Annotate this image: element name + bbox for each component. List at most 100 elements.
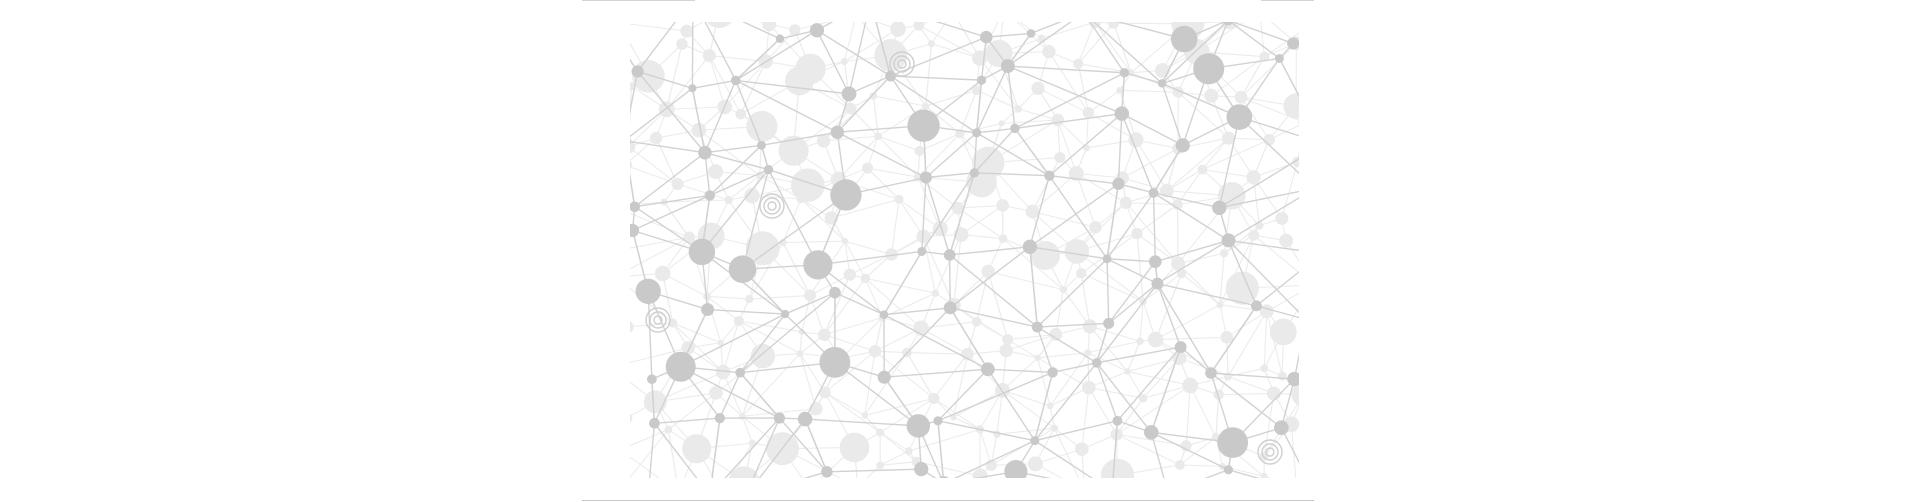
mesh-edge — [1077, 22, 1096, 64]
mesh-edge — [986, 32, 1032, 38]
faint-node — [746, 110, 778, 143]
mesh-edge — [996, 427, 1055, 435]
mesh-edge — [654, 417, 720, 424]
mesh-edge — [823, 108, 852, 142]
mesh-edge — [890, 199, 900, 255]
mesh-edge — [1219, 190, 1299, 209]
mesh-edge — [667, 429, 677, 478]
network-node — [1212, 200, 1227, 215]
faint-node — [922, 102, 930, 110]
faint-node — [890, 22, 906, 37]
mesh-edge — [1270, 22, 1297, 44]
network-node — [756, 140, 766, 150]
network-node — [885, 70, 896, 82]
network-node — [735, 367, 746, 378]
faint-node — [676, 38, 688, 50]
mesh-edge — [844, 28, 899, 62]
mesh-edge — [864, 351, 876, 416]
mesh-edge — [630, 236, 690, 249]
faint-node — [1263, 133, 1275, 146]
mesh-edge — [953, 440, 1036, 478]
faint-node — [1089, 221, 1102, 234]
mesh-edge — [1179, 436, 1217, 466]
mesh-edge — [883, 314, 989, 370]
mesh-edge — [799, 331, 803, 354]
network-node — [1112, 177, 1125, 190]
faint-node — [1042, 45, 1056, 59]
network-node — [1193, 53, 1225, 85]
mesh-edge — [1106, 258, 1110, 324]
mesh-edge — [1210, 95, 1229, 139]
mesh-edge — [1156, 283, 1212, 374]
mesh-edge — [1266, 292, 1299, 312]
mesh-edge — [816, 29, 850, 95]
mesh-edge — [761, 131, 838, 146]
mesh-edge — [630, 273, 663, 277]
faint-node — [1054, 152, 1066, 164]
network-node — [980, 30, 993, 44]
faint-node — [708, 164, 724, 180]
mesh-edge — [834, 361, 919, 427]
mesh-edge — [879, 432, 910, 452]
mesh-edge — [959, 90, 977, 134]
faint-node — [649, 131, 663, 145]
faint-node — [1075, 442, 1089, 456]
mesh-edge — [1001, 119, 1058, 125]
faint-node — [894, 194, 904, 204]
network-node — [728, 255, 757, 284]
faint-node — [840, 57, 848, 66]
mesh-edge — [800, 198, 846, 242]
mesh-edge — [1016, 22, 1050, 53]
mesh-edge — [890, 75, 982, 81]
mesh-edge — [979, 22, 999, 59]
faint-node — [927, 40, 936, 48]
faint-node — [1248, 229, 1260, 241]
faint-node — [745, 231, 780, 266]
mesh-edge — [1240, 96, 1270, 141]
mesh-edge — [1049, 352, 1089, 407]
network-node — [980, 362, 995, 377]
mesh-edge — [1181, 273, 1221, 306]
network-node — [1157, 79, 1167, 88]
faint-node — [1084, 349, 1092, 357]
mesh-edge — [949, 246, 1031, 309]
faint-node — [1266, 386, 1281, 401]
mesh-edge — [1032, 211, 1096, 228]
mesh-edge — [1260, 22, 1265, 57]
network-node — [829, 286, 841, 299]
mesh-edge — [1218, 116, 1241, 208]
mesh-edge — [1002, 389, 1055, 429]
mesh-edge — [735, 79, 850, 95]
mesh-edge — [933, 397, 981, 430]
mesh-edge — [805, 418, 919, 427]
network-node — [1274, 54, 1284, 63]
mesh-edge — [867, 136, 879, 169]
mesh-edge — [925, 132, 978, 179]
mesh-edge — [979, 390, 1003, 430]
mesh-edge — [1037, 357, 1051, 407]
mesh-edge — [782, 242, 811, 296]
network-node — [841, 86, 857, 102]
mesh-edge — [921, 321, 977, 329]
mesh-edge — [931, 22, 947, 45]
mesh-edge — [883, 251, 923, 316]
mesh-edge — [1202, 139, 1270, 171]
mesh-edge — [707, 308, 786, 315]
faint-node — [1082, 106, 1095, 119]
faint-node — [748, 439, 757, 447]
mesh-edge — [925, 177, 951, 256]
network-node — [877, 370, 891, 384]
faint-node — [630, 160, 632, 170]
network-node — [1175, 138, 1190, 153]
faint-node — [717, 339, 724, 346]
network-illustration — [630, 22, 1299, 478]
network-node — [938, 476, 949, 478]
mesh-edge — [1156, 283, 1182, 348]
network-node — [1030, 436, 1040, 446]
mesh-edge — [974, 172, 1050, 177]
network-node — [1044, 170, 1055, 181]
mesh-edge — [1204, 469, 1229, 478]
network-node — [1274, 420, 1289, 436]
faint-node — [1046, 402, 1054, 410]
mesh-edge — [1142, 357, 1180, 399]
